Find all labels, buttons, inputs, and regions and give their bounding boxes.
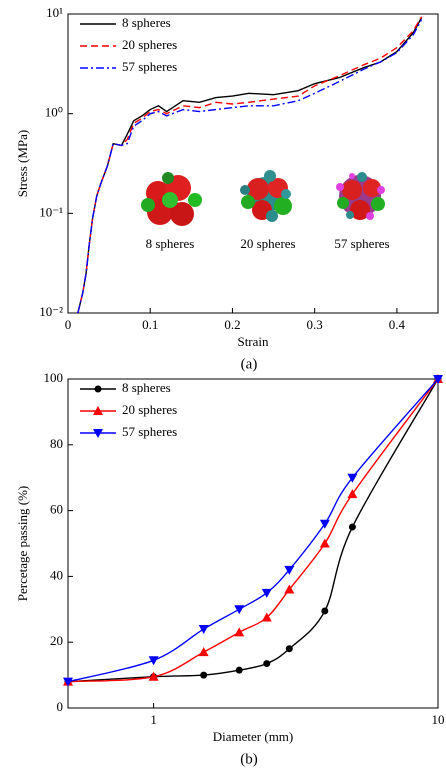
marker [93,429,103,438]
sphere-cluster [336,172,385,220]
y-axis-title: Percetage passing (%) [15,486,30,602]
marker [198,625,209,635]
y-tick-label: 60 [50,502,63,517]
y-tick-label: 40 [50,567,63,582]
legend-label: 57 spheres [122,59,177,74]
inset-label: 20 spheres [240,236,295,251]
marker [321,607,329,615]
y-tick-label: 10⁰ [45,105,63,120]
marker [234,627,245,637]
marker [63,677,73,687]
marker [261,612,272,622]
legend-label: 57 spheres [122,424,177,439]
y-tick-label: 10¹ [46,5,63,20]
marker [284,565,295,575]
marker [93,406,103,415]
marker [285,645,293,653]
marker [94,385,102,393]
marker [234,605,245,615]
y-tick-label: 10⁻¹ [39,204,63,219]
x-axis-title: Strain [237,334,269,349]
inset-label: 57 spheres [334,236,389,251]
y-tick-label: 0 [57,699,64,714]
y-axis-title: Stress (MPa) [15,130,30,198]
marker [347,473,358,483]
legend-label: 20 spheres [122,402,177,417]
legend-label: 8 spheres [122,380,171,395]
x-tick-label: 10 [432,712,445,727]
x-axis-title: Diameter (mm) [213,729,294,744]
legend-label: 8 spheres [122,15,171,30]
y-tick-label: 20 [50,633,63,648]
marker [200,671,208,679]
y-tick-label: 100 [44,370,64,385]
x-tick-label: 0.4 [389,317,406,332]
sphere-cluster [141,172,202,226]
inset-label: 8 spheres [146,236,195,251]
marker [433,375,443,384]
x-tick-label: 0.1 [142,317,158,332]
series-line [77,19,423,314]
x-tick-label: 1 [150,712,157,727]
sphere-cluster [240,170,292,222]
x-tick-label: 0 [65,317,72,332]
y-tick-label: 80 [50,436,63,451]
marker [261,588,272,598]
marker [198,647,209,657]
marker [348,523,356,531]
plot-frame [67,13,439,314]
marker [235,666,243,674]
marker [263,660,271,668]
plot-frame [67,378,439,709]
marker [319,519,330,529]
y-tick-label: 10⁻² [39,304,63,319]
legend-label: 20 spheres [122,37,177,52]
caption: (a) [241,356,258,372]
marker [148,671,159,681]
marker [284,584,295,594]
x-tick-label: 0.3 [307,317,323,332]
marker [347,489,358,499]
caption: (b) [240,751,258,767]
x-tick-label: 0.2 [224,317,240,332]
marker [319,538,330,548]
marker [148,656,159,666]
